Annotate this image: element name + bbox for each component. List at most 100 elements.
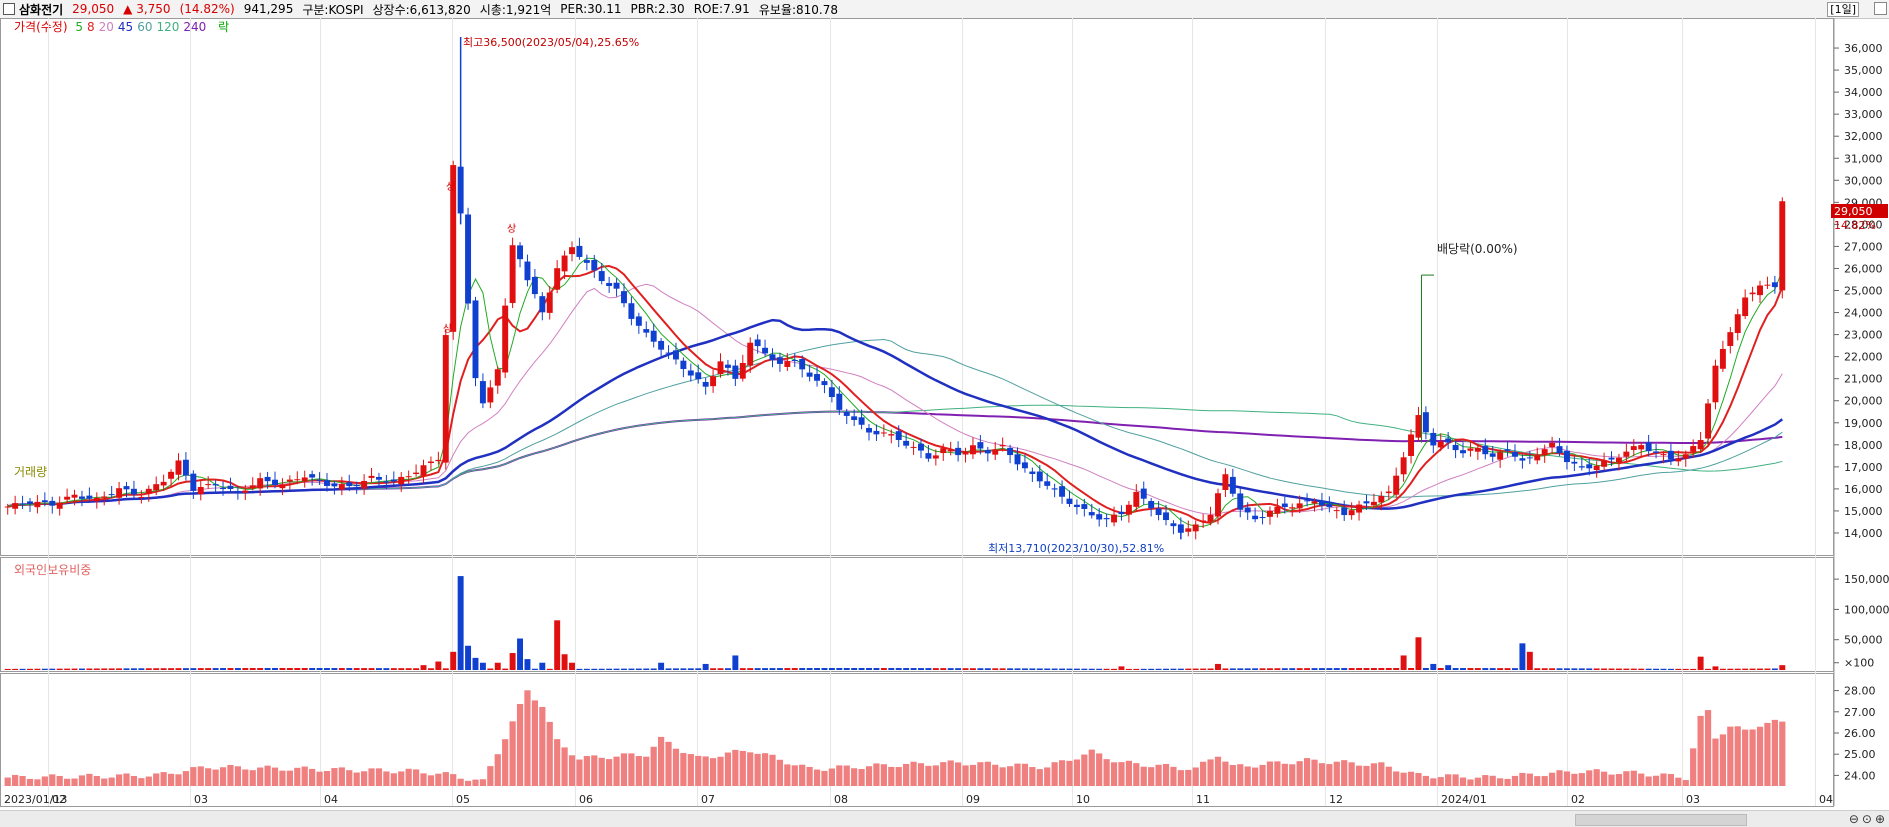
foreign-ratio-bar xyxy=(26,778,34,786)
candle-body xyxy=(1207,514,1214,522)
foreign-ratio-bar xyxy=(1044,767,1051,786)
volume-bar xyxy=(212,668,219,670)
foreign-ratio-bar xyxy=(316,771,323,786)
candle-body xyxy=(316,479,323,481)
volume-bar xyxy=(138,668,145,670)
ma-legend-45[interactable]: 45 xyxy=(117,20,134,34)
volume-bar xyxy=(1682,668,1689,670)
candle-body xyxy=(539,296,546,313)
foreign-ratio-bar xyxy=(932,765,939,786)
foreign-ratio-bar xyxy=(865,766,873,786)
foreign-ratio-bar xyxy=(1630,770,1637,786)
minimize-icon[interactable] xyxy=(1874,2,1887,15)
volume-bar xyxy=(784,668,791,670)
foreign-ratio-bar xyxy=(1333,761,1340,786)
zoom-in-icon[interactable]: ⊕ xyxy=(1874,812,1885,826)
volume-bar xyxy=(747,668,754,670)
foreign-ratio-bar xyxy=(784,764,791,786)
foreign-ratio-bar xyxy=(56,775,63,786)
scroll-thumb[interactable] xyxy=(1575,814,1747,826)
panel-frame-1 xyxy=(0,557,1834,672)
candle-body xyxy=(888,434,895,436)
foreign-ratio-bar xyxy=(1645,776,1652,786)
candle-body xyxy=(918,443,924,451)
period-selector[interactable]: [1일] xyxy=(1827,2,1859,17)
select-checkbox[interactable] xyxy=(3,3,15,15)
foreign-ratio-bar xyxy=(524,690,531,786)
candle-body xyxy=(1534,455,1541,461)
volume-bar xyxy=(286,668,293,670)
ma-legend-8[interactable]: 8 xyxy=(87,20,95,34)
candle-body xyxy=(1422,412,1429,433)
candle-body xyxy=(234,490,241,493)
volume-bar xyxy=(1675,668,1682,670)
volume-bar xyxy=(724,668,731,670)
foreign-ratio-bar xyxy=(138,778,145,786)
foreign-ratio-bar xyxy=(628,753,635,786)
candle-body xyxy=(977,442,984,449)
candle-body xyxy=(1771,282,1778,288)
grid-lines xyxy=(0,18,1835,807)
candle-body xyxy=(1653,451,1660,453)
foreign-ratio-bar xyxy=(1162,763,1170,786)
price-tick-label: 20,000 xyxy=(1844,395,1883,408)
candle-body xyxy=(86,495,93,499)
candle-body xyxy=(843,412,850,416)
foreign-ratio-bar xyxy=(130,775,138,786)
foreign-ratio-bar xyxy=(1771,719,1778,786)
volume-bar xyxy=(672,668,679,670)
foreign-ratio-bar xyxy=(1214,756,1222,786)
candle-body xyxy=(1148,501,1155,509)
volume-bar xyxy=(702,663,709,670)
x-axis-label: 04 xyxy=(324,793,338,806)
stock-chart[interactable]: 36,000 35,000 34,000 33,000 32,000 31,000 30,0… xyxy=(0,0,1889,810)
candle-body xyxy=(628,303,635,319)
drop-legend-label[interactable]: 락 xyxy=(218,20,230,34)
ma-legend-20[interactable]: 20 xyxy=(98,20,114,34)
foreign-ratio-bar xyxy=(799,764,806,786)
foreign-ratio-bar xyxy=(160,772,167,786)
candle-body xyxy=(658,340,665,350)
candle-body xyxy=(1044,481,1051,486)
zoom-reset-icon[interactable]: ⊙ xyxy=(1861,812,1872,826)
ma-legend-60[interactable]: 60 xyxy=(137,20,153,34)
volume-bar xyxy=(873,668,880,670)
stock-name[interactable]: 삼화전기 xyxy=(19,2,64,17)
volume-bar xyxy=(650,668,657,670)
foreign-ratio-bar xyxy=(1563,771,1571,786)
volume-bar xyxy=(880,668,887,670)
foreign-ratio-bar xyxy=(739,750,746,786)
candle-body xyxy=(1111,514,1118,523)
volume-legend[interactable]: 거래량 xyxy=(14,465,48,479)
candle-body xyxy=(1333,510,1340,512)
volume-bar xyxy=(1192,668,1199,670)
ma-legend-5[interactable]: 5 xyxy=(75,20,83,34)
ma-legend-240[interactable]: 240 xyxy=(183,20,207,34)
volume-bar xyxy=(791,668,798,670)
candle-body xyxy=(799,359,806,370)
volume-bar xyxy=(116,668,123,670)
candle-body xyxy=(49,500,56,506)
x-axis-label: 08 xyxy=(834,793,848,806)
candle-body xyxy=(1274,506,1281,514)
foreign-ratio-bar xyxy=(1600,771,1608,786)
candle-body xyxy=(1252,515,1259,520)
ma-legend-120[interactable]: 120 xyxy=(156,20,180,34)
volume-bar xyxy=(1215,663,1221,670)
x-axis-label: 2024/01 xyxy=(1441,793,1487,806)
candle-body xyxy=(1437,441,1444,448)
foreign-ratio-bar xyxy=(635,755,642,786)
price-tick-label: 32,000 xyxy=(1844,130,1883,143)
foreign-ratio-bar xyxy=(754,753,761,786)
foreign-ratio-bar xyxy=(702,756,709,786)
candle-body xyxy=(591,259,598,271)
candle-body xyxy=(1192,524,1199,532)
horizontal-scrollbar[interactable]: ⊖ ⊙ ⊕ xyxy=(0,810,1889,827)
foreign-ratio-bar xyxy=(93,775,100,786)
zoom-out-icon[interactable]: ⊖ xyxy=(1848,812,1859,826)
foreign-legend[interactable]: 외국인보유비중 xyxy=(14,563,92,577)
foreign-ratio-bar xyxy=(1281,763,1288,786)
price-legend-label[interactable]: 가격(수정) xyxy=(14,20,68,34)
volume-bar xyxy=(227,668,234,670)
foreign-ratio-bar xyxy=(242,769,249,786)
